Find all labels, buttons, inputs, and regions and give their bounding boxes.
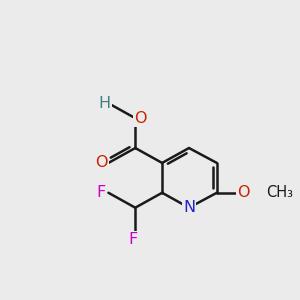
Text: O: O [134,111,146,126]
Text: F: F [129,232,138,247]
Text: CH₃: CH₃ [267,185,294,200]
Text: O: O [95,155,108,170]
Text: F: F [97,185,106,200]
Text: O: O [237,185,250,200]
Text: N: N [183,200,195,215]
Text: H: H [98,96,110,111]
